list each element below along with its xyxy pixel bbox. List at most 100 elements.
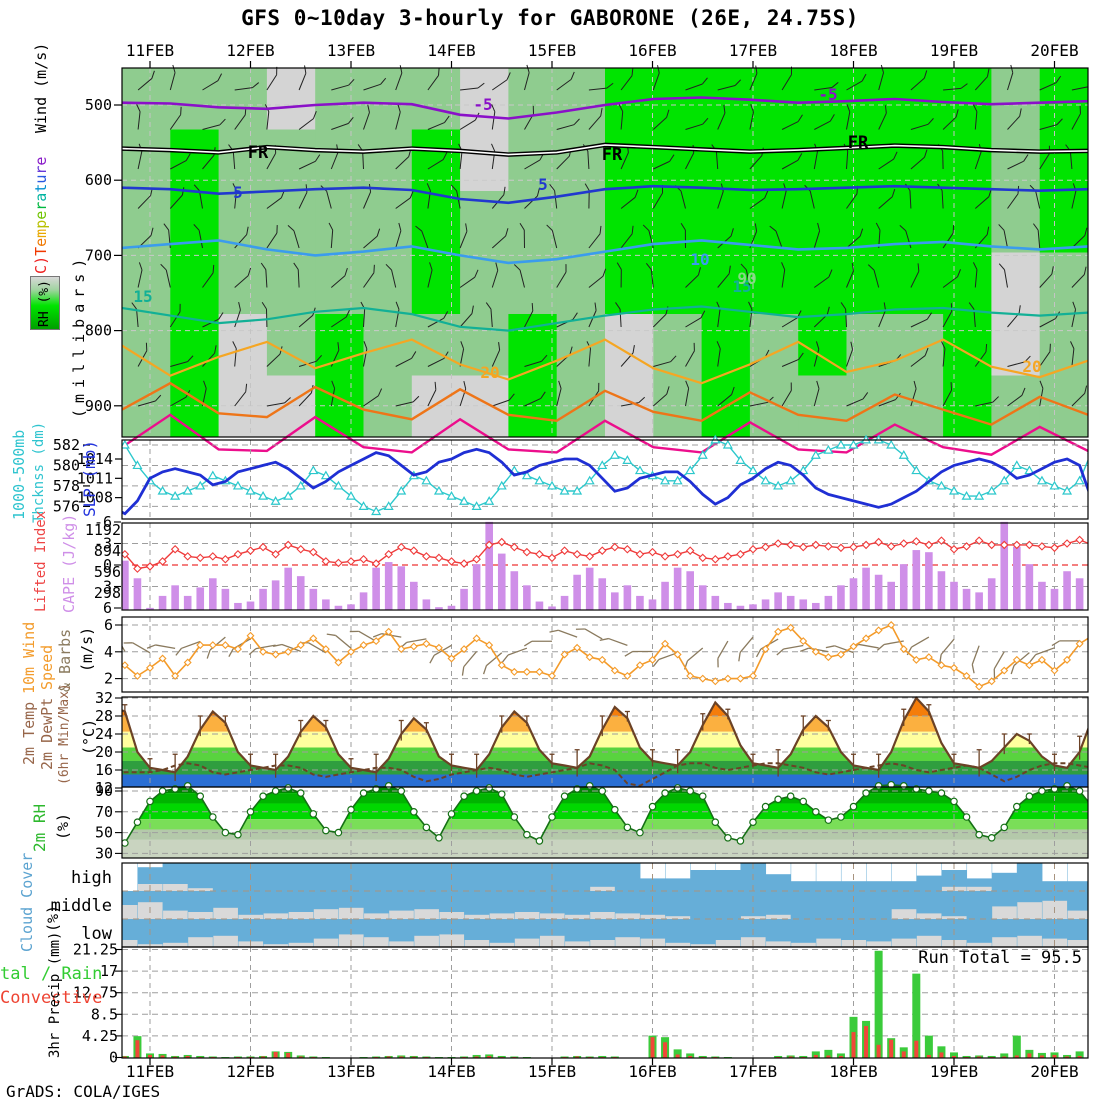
- upper-air-content: -5 -5 FR FR FR 5 5 10 15 15 20 20 90: [122, 64, 1088, 456]
- svg-text:FR: FR: [248, 143, 269, 163]
- cape-content: [122, 521, 1088, 610]
- svg-text:4.25: 4.25: [82, 1027, 118, 1045]
- millibars-axis-label: (millibars): [70, 252, 88, 418]
- dewpoint-line: [122, 762, 1088, 787]
- svg-text:11FEB: 11FEB: [126, 41, 174, 60]
- svg-text:-5: -5: [473, 95, 492, 114]
- temp-color-bands: [122, 698, 1088, 787]
- cloud-bars: [122, 863, 1088, 947]
- svg-text:20: 20: [1022, 357, 1041, 376]
- rh-axis: 90 70 50 30: [95, 782, 122, 862]
- svg-text:16FEB: 16FEB: [628, 1062, 676, 1081]
- precip-total-label: tal / Rain: [0, 964, 103, 984]
- upper-wind-barbs: [131, 64, 1088, 407]
- rh-legend-label: RH (%): [37, 280, 52, 327]
- svg-text:15FEB: 15FEB: [528, 1062, 576, 1081]
- precip-content: [122, 947, 1088, 1058]
- svg-text:-5: -5: [818, 85, 837, 104]
- cape-panel: [121, 521, 1089, 611]
- svg-text:15: 15: [732, 277, 751, 296]
- slp-content: [122, 434, 1088, 519]
- svg-text:600: 600: [85, 171, 112, 189]
- svg-text:8.5: 8.5: [91, 1005, 118, 1023]
- rh-legend-box: RH (%): [30, 276, 60, 330]
- svg-text:16FEB: 16FEB: [628, 41, 676, 60]
- svg-text:800: 800: [85, 322, 112, 340]
- svg-text:1011: 1011: [77, 469, 113, 487]
- svg-text:18FEB: 18FEB: [829, 41, 877, 60]
- thickness-label-line2: Thcknss (dm): [31, 421, 47, 523]
- temp2m-content: [122, 696, 1088, 787]
- svg-text:-3: -3: [94, 534, 112, 552]
- svg-text:10: 10: [690, 250, 709, 269]
- svg-text:20FEB: 20FEB: [1030, 1062, 1078, 1081]
- run-total-text: Run Total = 95.5: [918, 948, 1082, 968]
- minmax-label: (6hr Min/Max): [57, 683, 72, 785]
- rh2m-label: 2m RH: [30, 803, 49, 852]
- precip-panel: [121, 946, 1089, 1059]
- wind-axis: 6 4 2: [104, 616, 122, 688]
- temp-line: [122, 696, 1088, 774]
- rh-color-bands: [122, 787, 1088, 858]
- svg-text:20: 20: [480, 363, 499, 382]
- svg-text:6: 6: [103, 599, 112, 617]
- svg-text:700: 700: [85, 246, 112, 264]
- svg-text:5: 5: [538, 175, 548, 194]
- svg-text:19FEB: 19FEB: [930, 41, 978, 60]
- rh2m-unit-label: (%): [54, 812, 72, 840]
- svg-text:high: high: [71, 868, 112, 888]
- cape-bars: [122, 521, 1084, 610]
- svg-text:20FEB: 20FEB: [1030, 41, 1078, 60]
- precip-convective-label: Convective: [0, 988, 103, 1008]
- bottom-date-axis: 11FEB 12FEB 13FEB 14FEB 15FEB 16FEB 17FEB 18FEB…: [126, 1058, 1079, 1081]
- svg-text:17: 17: [100, 962, 118, 980]
- lifted-index-line: [122, 535, 1088, 573]
- svg-text:low: low: [81, 924, 112, 944]
- svg-text:32: 32: [95, 689, 113, 707]
- temp2m-label: 2m Temp: [20, 701, 38, 765]
- precip-axis: 21.25 17 12.75 8.5 4.25 0: [73, 941, 122, 1067]
- grads-credit: GrADS: COLA/IGES: [6, 1082, 161, 1100]
- page-title: GFS 0~10day 3-hourly for GABORONE (26E, …: [241, 6, 859, 30]
- svg-text:3: 3: [103, 578, 112, 596]
- svg-text:1008: 1008: [77, 489, 113, 507]
- lifted-index-label: Lifted Index: [33, 510, 49, 612]
- svg-text:12.75: 12.75: [73, 984, 118, 1002]
- svg-text:894: 894: [94, 542, 121, 560]
- svg-text:14FEB: 14FEB: [427, 1062, 475, 1081]
- svg-text:middle: middle: [51, 896, 112, 916]
- svg-text:582: 582: [53, 436, 80, 454]
- svg-text:15: 15: [133, 287, 152, 306]
- wind10m-speed-label: Speed: [38, 644, 56, 690]
- svg-text:70: 70: [95, 803, 113, 821]
- svg-text:90: 90: [95, 782, 113, 800]
- svg-text:20: 20: [95, 743, 113, 761]
- cape-axis: -6 -3 0 3 6 1192 894 596 298: [85, 513, 121, 617]
- svg-text:0: 0: [109, 1049, 118, 1067]
- svg-text:21.25: 21.25: [73, 941, 118, 959]
- svg-text:90: 90: [737, 269, 756, 288]
- precip-bars: [122, 950, 1084, 1058]
- top-date-axis: 11FEB 12FEB 13FEB 14FEB 15FEB 16FEB 17FEB 18FEB…: [126, 41, 1079, 68]
- svg-text:15FEB: 15FEB: [528, 41, 576, 60]
- cloud-gridlines: [122, 863, 1088, 947]
- svg-text:50: 50: [95, 824, 113, 842]
- wind10m-label: 10m Wind: [20, 621, 38, 694]
- wind-label: Wind (m/s): [32, 42, 50, 133]
- svg-text:580: 580: [53, 456, 80, 474]
- svg-text:17FEB: 17FEB: [729, 41, 777, 60]
- svg-text:14FEB: 14FEB: [427, 41, 475, 60]
- wind10m-panel: [121, 616, 1089, 693]
- svg-text:1192: 1192: [85, 521, 121, 539]
- minmax-bars: [122, 704, 1083, 782]
- contour-labels: -5 -5 FR FR FR 5 5 10 15 15 20 20 90: [133, 85, 1041, 382]
- upper-air-panel: -5 -5 FR FR FR 5 5 10 15 15 20 20 90: [121, 64, 1089, 456]
- temp2m-unit-label: (°C): [80, 718, 98, 755]
- svg-text:12: 12: [95, 779, 113, 797]
- temperature-label: Temperature: [32, 156, 50, 256]
- temp2m-panel: [121, 696, 1089, 788]
- svg-text:17FEB: 17FEB: [729, 1062, 777, 1081]
- cloud-content: [122, 863, 1088, 947]
